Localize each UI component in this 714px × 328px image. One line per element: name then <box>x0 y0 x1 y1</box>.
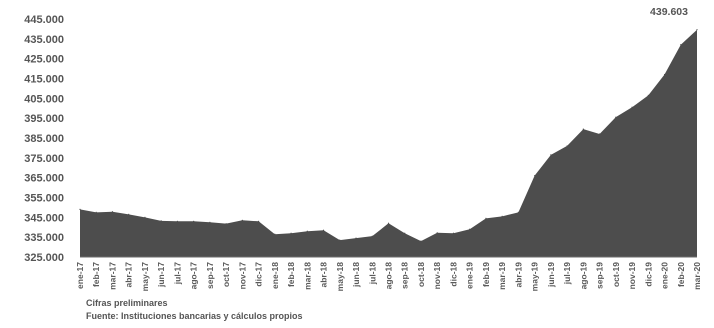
x-tick-label: nov-17 <box>237 262 247 290</box>
data-point <box>322 229 325 231</box>
x-tick-label: sep-18 <box>400 262 410 289</box>
y-tick-label: 325.000 <box>24 252 64 264</box>
x-tick-label: mar-20 <box>692 262 702 290</box>
x-tick-label: ago-19 <box>578 262 588 290</box>
x-tick-label: jul-19 <box>562 262 572 285</box>
area-fill <box>80 29 697 258</box>
data-point <box>371 235 373 237</box>
x-tick-label: feb-19 <box>481 262 491 287</box>
data-point <box>339 239 341 241</box>
x-tick-label: ene-18 <box>270 262 280 289</box>
y-tick-label: 355.000 <box>24 193 64 205</box>
x-tick-label: dic-19 <box>643 262 653 287</box>
data-point <box>209 221 211 223</box>
data-point <box>306 230 308 232</box>
x-tick-label: jun-18 <box>351 262 361 288</box>
footnote-preliminary: Cifras preliminares <box>86 298 168 308</box>
y-tick-label: 365.000 <box>24 173 64 185</box>
x-tick-label: oct-17 <box>221 262 231 287</box>
data-point <box>663 73 666 76</box>
x-tick-label: dic-18 <box>448 262 458 287</box>
x-tick-label: ago-17 <box>189 262 199 290</box>
data-point <box>258 220 260 222</box>
y-axis: 445.000 435.000 425.000 415.000 405.000 395.0… <box>24 14 64 264</box>
x-tick-label: feb-20 <box>676 262 686 287</box>
x-tick-label: ene-17 <box>75 262 85 289</box>
y-tick-label: 395.000 <box>24 113 64 125</box>
x-tick-label: dic-17 <box>254 262 264 287</box>
x-tick-label: abr-17 <box>124 262 134 288</box>
y-tick-label: 335.000 <box>24 232 64 244</box>
y-tick-label: 405.000 <box>24 93 64 105</box>
x-tick-label: sep-19 <box>595 262 605 289</box>
x-tick-label: ene-20 <box>660 262 670 289</box>
data-point <box>111 211 114 213</box>
x-axis: ene-17 feb-17 mar-17 abr-17 may-17 jun-17 jul-… <box>75 256 702 292</box>
data-point <box>387 222 390 224</box>
data-point <box>647 94 649 96</box>
y-tick-label: 415.000 <box>24 74 64 86</box>
x-tick-label: feb-17 <box>91 262 101 287</box>
data-point <box>193 220 195 222</box>
x-tick-label: jun-17 <box>156 262 166 288</box>
last-value-annotation: 439.603 <box>650 6 688 18</box>
x-tick-label: abr-19 <box>513 262 523 288</box>
data-point <box>452 232 455 234</box>
data-point <box>420 240 422 242</box>
data-point <box>696 29 698 31</box>
data-point <box>680 44 682 46</box>
data-point <box>176 220 179 222</box>
data-point <box>517 211 519 213</box>
y-tick-label: 435.000 <box>24 34 64 46</box>
x-tick-label: may-18 <box>335 262 345 292</box>
x-tick-label: may-19 <box>530 262 540 292</box>
data-point <box>225 223 227 225</box>
data-point <box>160 220 162 222</box>
y-tick-label: 445.000 <box>24 14 64 26</box>
data-point <box>95 211 97 213</box>
x-tick-label: mar-17 <box>107 262 117 290</box>
x-tick-label: oct-19 <box>611 262 621 287</box>
x-tick-label: ago-18 <box>384 262 394 290</box>
x-tick-label: sep-17 <box>205 262 215 289</box>
data-point <box>469 228 471 230</box>
footnote-source: Fuente: Instituciones bancarias y cálcul… <box>86 311 303 321</box>
data-point <box>550 154 552 156</box>
data-point <box>615 116 617 118</box>
x-tick-label: abr-18 <box>319 262 329 288</box>
data-point <box>128 213 130 215</box>
data-point <box>534 175 536 177</box>
x-tick-label: may-17 <box>140 262 150 292</box>
area-series <box>79 29 698 258</box>
x-tick-label: nov-19 <box>627 262 637 290</box>
y-tick-label: 345.000 <box>24 212 64 224</box>
data-point <box>598 133 601 135</box>
data-point <box>355 237 357 239</box>
x-tick-label: feb-18 <box>286 262 296 287</box>
x-tick-label: mar-19 <box>497 262 507 290</box>
data-point <box>404 232 406 234</box>
x-tick-label: oct-18 <box>416 262 426 287</box>
data-point <box>241 219 243 221</box>
y-tick-label: 425.000 <box>24 54 64 66</box>
x-tick-label: jun-19 <box>546 262 556 288</box>
x-tick-label: jul-17 <box>172 262 182 285</box>
x-tick-label: jul-18 <box>367 262 377 285</box>
data-point <box>436 232 438 234</box>
y-tick-label: 375.000 <box>24 153 64 165</box>
x-tick-label: mar-18 <box>302 262 312 290</box>
data-point <box>274 233 276 235</box>
data-point <box>79 208 81 210</box>
data-point <box>566 145 568 147</box>
data-point <box>501 215 503 217</box>
x-tick-label: nov-18 <box>432 262 442 290</box>
data-point <box>631 106 633 108</box>
y-tick-label: 385.000 <box>24 133 64 145</box>
data-point <box>582 128 584 130</box>
data-point <box>290 232 292 234</box>
data-point <box>144 216 146 218</box>
x-tick-label: ene-19 <box>465 262 475 289</box>
data-point <box>485 217 487 219</box>
